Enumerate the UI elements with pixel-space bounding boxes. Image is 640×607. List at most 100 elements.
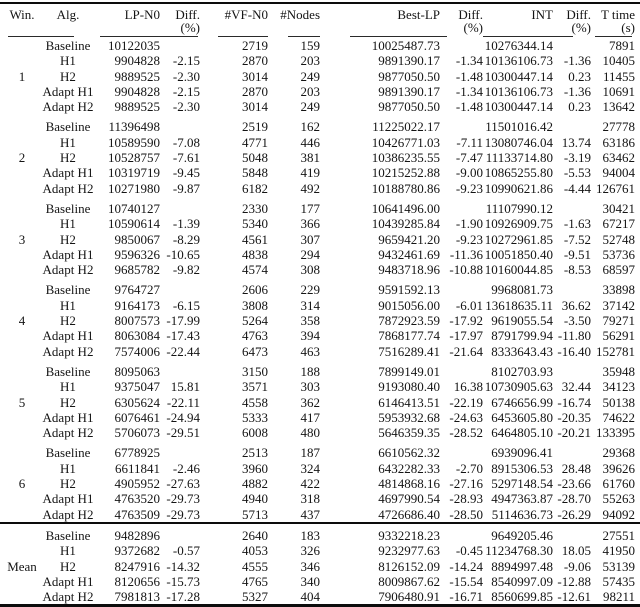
win-cell — [0, 364, 38, 379]
win-cell — [0, 328, 38, 343]
win-cell — [0, 344, 38, 359]
value-cell — [160, 38, 200, 53]
value-cell: -14.32 — [166, 558, 200, 574]
col-header-int-sub — [483, 21, 553, 34]
value-cell: 11455 — [602, 68, 635, 84]
value-cell: -8.53 — [563, 262, 591, 278]
table-row: 6 H2 4905952 -27.63 4882 422 4814868.16 -27.16 5… — [0, 476, 640, 491]
table-row: Adapt H1 9904828 -2.15 2870 203 9891390.17 -1.… — [0, 84, 640, 99]
col-header-nodes-label: #Nodes — [280, 7, 320, 22]
value-cell: 152781 — [596, 343, 635, 359]
win-cell — [0, 135, 38, 150]
alg-cell: Baseline — [45, 200, 91, 216]
col-header-win-sub — [6, 21, 38, 34]
value-cell: 2330 — [242, 200, 268, 216]
value-cell: 8560699.85 — [491, 589, 553, 605]
value-cell: 326 — [300, 543, 321, 559]
value-cell: 9164173 — [114, 297, 161, 313]
value-cell: 9332218.23 — [378, 527, 440, 543]
value-cell: 8894997.48 — [491, 558, 553, 574]
value-cell: 27551 — [602, 527, 636, 543]
table-row: H1 9372682 -0.57 4053 326 9232977.63 -0.45 1123… — [0, 543, 640, 558]
value-cell: 33898 — [602, 282, 636, 298]
col-header-best-lp-label: Best-LP — [397, 7, 440, 22]
value-cell: 7891 — [609, 38, 635, 53]
table-row: Baseline 10740127 2330 177 10641496.00 111079… — [0, 201, 640, 216]
value-cell — [440, 201, 483, 216]
value-cell: -7.47 — [455, 150, 483, 166]
value-cell: -27.63 — [166, 476, 200, 492]
value-cell: -6.01 — [455, 297, 483, 313]
value-cell: 9659421.20 — [378, 231, 440, 247]
table-row: Adapt H1 6076461 -24.94 5333 417 5953932.68 -2… — [0, 410, 640, 425]
alg-cell: H1 — [60, 543, 76, 559]
value-cell: 126761 — [596, 180, 635, 196]
value-cell: 52748 — [602, 231, 636, 247]
value-cell: -24.63 — [449, 409, 483, 425]
col-header-diff-int-label: Diff. — [566, 7, 591, 22]
value-cell: 16.38 — [453, 379, 483, 395]
value-cell: -3.50 — [563, 313, 591, 329]
alg-cell: Adapt H1 — [42, 491, 94, 507]
table-row: Adapt H2 9685782 -9.82 4574 308 9483718.96 -10… — [0, 262, 640, 277]
value-cell: 419 — [300, 165, 321, 181]
col-header-diff-lp-sub: (%) — [180, 20, 201, 35]
alg-cell: H2 — [60, 313, 76, 329]
value-cell: -16.71 — [449, 589, 483, 605]
col-header-nodes-sub — [268, 21, 320, 34]
value-cell: 4882 — [242, 476, 268, 492]
value-cell: -9.06 — [563, 558, 591, 574]
value-cell: 6746656.99 — [491, 394, 553, 410]
alg-cell: Adapt H1 — [42, 246, 94, 262]
alg-cell: H1 — [60, 379, 76, 395]
value-cell: 7868177.74 — [378, 328, 440, 344]
value-cell: 0.23 — [568, 99, 591, 115]
value-cell: 4726686.40 — [378, 506, 440, 522]
col-header-diff-lp: Diff. (%) — [160, 3, 200, 34]
value-cell: 3960 — [242, 460, 268, 476]
value-cell: -16.74 — [557, 394, 591, 410]
value-cell: 10589590 — [108, 134, 160, 150]
table-row: Adapt H2 7574006 -22.44 6473 463 7516289.41 -2… — [0, 344, 640, 359]
value-cell: 53139 — [602, 558, 636, 574]
value-cell: 10122035 — [108, 38, 160, 53]
value-cell: 6305624 — [114, 394, 161, 410]
value-cell: 8540997.09 — [491, 573, 553, 589]
value-cell: -1.90 — [455, 216, 483, 232]
value-cell: 6464805.10 — [491, 425, 553, 441]
value-cell: 4763 — [242, 328, 268, 344]
value-cell: -21.64 — [449, 343, 483, 359]
value-cell — [553, 119, 591, 134]
alg-cell: Baseline — [45, 282, 91, 298]
win-cell — [0, 445, 38, 460]
value-cell: 8102703.93 — [491, 363, 553, 379]
value-cell: 4771 — [242, 134, 268, 150]
value-cell: -9.51 — [563, 246, 591, 262]
table-row: Baseline 9482896 2640 183 9332218.23 9649205.… — [0, 528, 640, 543]
table-row: Adapt H2 5706073 -29.51 6008 480 5646359.35 -2… — [0, 425, 640, 440]
alg-cell: H2 — [60, 394, 76, 410]
win-cell — [0, 247, 38, 262]
value-cell: 6778925 — [114, 445, 161, 461]
value-cell: 9482896 — [114, 527, 161, 543]
win-cell — [0, 262, 38, 277]
value-cell: -9.45 — [172, 165, 200, 181]
table-row: H1 9904828 -2.15 2870 203 9891390.17 -1.34 1013… — [0, 53, 640, 68]
value-cell: 10405 — [602, 53, 636, 69]
value-cell: -1.63 — [563, 216, 591, 232]
value-cell: 9649205.46 — [491, 527, 553, 543]
win-cell: 1 — [18, 68, 26, 84]
value-cell: 9877050.50 — [378, 68, 440, 84]
value-cell: -1.36 — [563, 53, 591, 69]
value-cell: -2.30 — [172, 99, 200, 115]
value-cell: 2870 — [242, 53, 268, 69]
value-cell: 480 — [300, 425, 321, 441]
table-row: Baseline 9764727 2606 229 9591592.13 9968081.… — [0, 282, 640, 297]
value-cell: 303 — [300, 379, 321, 395]
alg-cell: Baseline — [45, 363, 91, 379]
value-cell: -17.43 — [166, 328, 200, 344]
value-cell: 5114636.73 — [491, 506, 553, 522]
table-row: Baseline 11396498 2519 162 11225022.17 115010… — [0, 119, 640, 134]
value-cell: 5340 — [242, 216, 268, 232]
value-cell — [160, 119, 200, 134]
